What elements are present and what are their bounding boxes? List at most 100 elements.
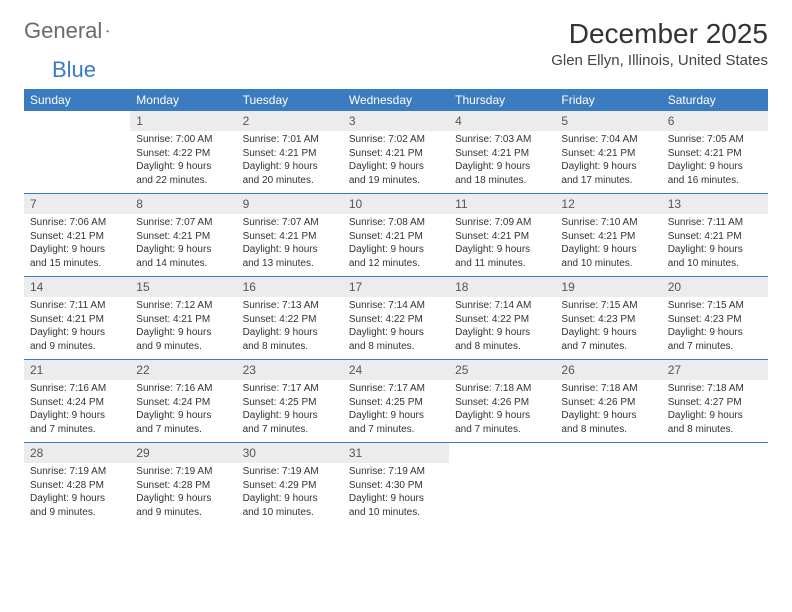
day-info-line: and 7 minutes. xyxy=(30,423,124,437)
day-info-line: and 17 minutes. xyxy=(561,174,655,188)
day-info-line: Sunset: 4:21 PM xyxy=(30,230,124,244)
day-info-line: Sunrise: 7:06 AM xyxy=(30,216,124,230)
day-info-line: and 9 minutes. xyxy=(136,506,230,520)
day-info-line: and 18 minutes. xyxy=(455,174,549,188)
day-number-cell: 1 xyxy=(130,111,236,131)
day-info-line: and 9 minutes. xyxy=(136,340,230,354)
day-info-line: Daylight: 9 hours xyxy=(243,243,337,257)
day-info-cell: Sunrise: 7:18 AMSunset: 4:27 PMDaylight:… xyxy=(662,380,768,443)
day-number-cell: 27 xyxy=(662,360,768,380)
day-header: Monday xyxy=(130,89,236,111)
day-info-line: Daylight: 9 hours xyxy=(243,326,337,340)
day-info-line: Sunset: 4:25 PM xyxy=(349,396,443,410)
day-info-line: Sunrise: 7:10 AM xyxy=(561,216,655,230)
day-number-cell: 11 xyxy=(449,194,555,214)
day-info-cell: Sunrise: 7:15 AMSunset: 4:23 PMDaylight:… xyxy=(662,297,768,360)
day-info-line: Sunset: 4:21 PM xyxy=(30,313,124,327)
day-info-line: Sunrise: 7:19 AM xyxy=(243,465,337,479)
day-number-row: 28293031 xyxy=(24,443,768,463)
day-info-cell: Sunrise: 7:18 AMSunset: 4:26 PMDaylight:… xyxy=(449,380,555,443)
day-number-cell: 23 xyxy=(237,360,343,380)
day-info-line: and 7 minutes. xyxy=(561,340,655,354)
day-info-line: Sunset: 4:26 PM xyxy=(455,396,549,410)
day-info-line: Sunset: 4:24 PM xyxy=(136,396,230,410)
day-info-line: Sunrise: 7:05 AM xyxy=(668,133,762,147)
day-info-line: Sunrise: 7:03 AM xyxy=(455,133,549,147)
day-info-line: Daylight: 9 hours xyxy=(455,160,549,174)
day-number-cell: 19 xyxy=(555,277,661,297)
day-info-line: and 16 minutes. xyxy=(668,174,762,188)
day-number-cell: 28 xyxy=(24,443,130,463)
day-info-cell: Sunrise: 7:16 AMSunset: 4:24 PMDaylight:… xyxy=(130,380,236,443)
day-info-line: Daylight: 9 hours xyxy=(349,409,443,423)
day-number-cell: 31 xyxy=(343,443,449,463)
day-header: Friday xyxy=(555,89,661,111)
day-info-line: Sunset: 4:21 PM xyxy=(136,230,230,244)
day-info-line: and 9 minutes. xyxy=(30,506,124,520)
title-block: December 2025 Glen Ellyn, Illinois, Unit… xyxy=(551,18,768,69)
day-info-line: Sunrise: 7:15 AM xyxy=(561,299,655,313)
day-info-line: Daylight: 9 hours xyxy=(455,243,549,257)
day-number-cell: 29 xyxy=(130,443,236,463)
brand-word-1: General xyxy=(24,18,102,44)
day-info-line: Daylight: 9 hours xyxy=(561,409,655,423)
day-info-line: Sunrise: 7:17 AM xyxy=(243,382,337,396)
day-info-line: Sunset: 4:21 PM xyxy=(349,230,443,244)
day-info-cell: Sunrise: 7:19 AMSunset: 4:28 PMDaylight:… xyxy=(130,463,236,525)
day-info-cell: Sunrise: 7:18 AMSunset: 4:26 PMDaylight:… xyxy=(555,380,661,443)
day-info-line: Daylight: 9 hours xyxy=(668,409,762,423)
day-info-line: Sunrise: 7:18 AM xyxy=(455,382,549,396)
day-info-line: Daylight: 9 hours xyxy=(136,409,230,423)
day-info-line: Daylight: 9 hours xyxy=(30,492,124,506)
day-info-line: Sunset: 4:22 PM xyxy=(349,313,443,327)
day-info-line: Daylight: 9 hours xyxy=(455,326,549,340)
day-number-row: 14151617181920 xyxy=(24,277,768,297)
day-number-cell: 10 xyxy=(343,194,449,214)
day-info-line: and 8 minutes. xyxy=(561,423,655,437)
day-info-line: and 8 minutes. xyxy=(668,423,762,437)
day-info-line: Sunset: 4:22 PM xyxy=(243,313,337,327)
day-number-cell: 2 xyxy=(237,111,343,131)
day-info-line: and 13 minutes. xyxy=(243,257,337,271)
day-info-line: Sunset: 4:21 PM xyxy=(243,147,337,161)
day-number-cell: 15 xyxy=(130,277,236,297)
day-number-cell: 24 xyxy=(343,360,449,380)
day-info-line: Sunset: 4:21 PM xyxy=(349,147,443,161)
day-number-cell: 21 xyxy=(24,360,130,380)
day-number-cell: 25 xyxy=(449,360,555,380)
day-info-line: Sunrise: 7:01 AM xyxy=(243,133,337,147)
day-info-cell: Sunrise: 7:08 AMSunset: 4:21 PMDaylight:… xyxy=(343,214,449,277)
day-info-line: and 14 minutes. xyxy=(136,257,230,271)
location-subtitle: Glen Ellyn, Illinois, United States xyxy=(551,52,768,69)
day-info-line: and 11 minutes. xyxy=(455,257,549,271)
day-info-cell: Sunrise: 7:16 AMSunset: 4:24 PMDaylight:… xyxy=(24,380,130,443)
day-info-line: and 19 minutes. xyxy=(349,174,443,188)
day-info-cell: Sunrise: 7:14 AMSunset: 4:22 PMDaylight:… xyxy=(449,297,555,360)
day-number-cell xyxy=(555,443,661,463)
day-number-cell: 22 xyxy=(130,360,236,380)
day-info-cell: Sunrise: 7:03 AMSunset: 4:21 PMDaylight:… xyxy=(449,131,555,194)
day-info-cell: Sunrise: 7:10 AMSunset: 4:21 PMDaylight:… xyxy=(555,214,661,277)
day-info-line: Sunset: 4:23 PM xyxy=(668,313,762,327)
day-info-line: Sunset: 4:22 PM xyxy=(136,147,230,161)
day-info-row: Sunrise: 7:06 AMSunset: 4:21 PMDaylight:… xyxy=(24,214,768,277)
day-info-line: Sunset: 4:28 PM xyxy=(30,479,124,493)
day-info-line: Sunrise: 7:02 AM xyxy=(349,133,443,147)
day-info-cell: Sunrise: 7:11 AMSunset: 4:21 PMDaylight:… xyxy=(662,214,768,277)
day-number-row: 21222324252627 xyxy=(24,360,768,380)
day-info-line: Sunrise: 7:14 AM xyxy=(455,299,549,313)
day-header: Sunday xyxy=(24,89,130,111)
day-info-line: Sunset: 4:21 PM xyxy=(668,230,762,244)
day-info-line: Sunrise: 7:19 AM xyxy=(349,465,443,479)
day-number-cell xyxy=(24,111,130,131)
day-number-cell: 9 xyxy=(237,194,343,214)
day-info-line: Daylight: 9 hours xyxy=(455,409,549,423)
day-info-cell: Sunrise: 7:19 AMSunset: 4:30 PMDaylight:… xyxy=(343,463,449,525)
day-info-line: Sunset: 4:30 PM xyxy=(349,479,443,493)
day-info-line: and 7 minutes. xyxy=(668,340,762,354)
day-header: Thursday xyxy=(449,89,555,111)
day-info-line: Daylight: 9 hours xyxy=(349,160,443,174)
day-info-line: Daylight: 9 hours xyxy=(561,160,655,174)
day-info-cell: Sunrise: 7:09 AMSunset: 4:21 PMDaylight:… xyxy=(449,214,555,277)
day-number-cell: 6 xyxy=(662,111,768,131)
